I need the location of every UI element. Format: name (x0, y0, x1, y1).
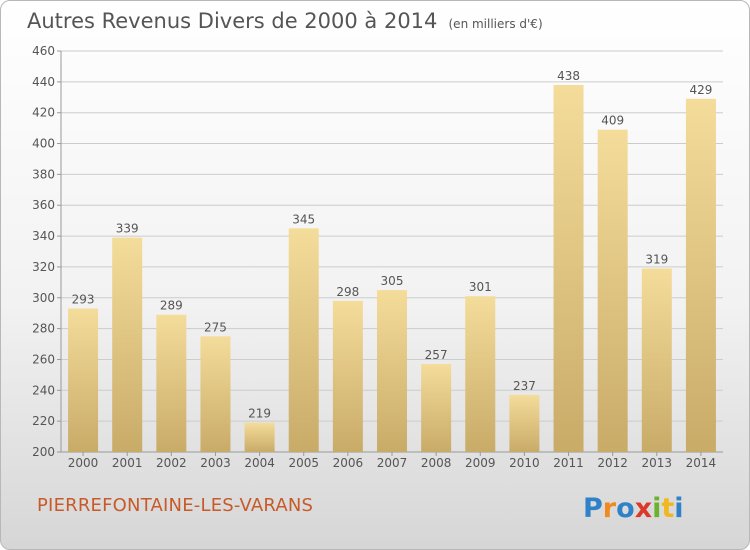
x-tick-label: 2003 (200, 456, 231, 470)
bar-value-label: 219 (248, 407, 271, 421)
bar-value-label: 237 (513, 379, 536, 393)
bar (685, 98, 716, 453)
bar-value-label: 305 (381, 274, 404, 288)
y-tick-label: 240 (32, 383, 55, 397)
x-tick-label: 2012 (597, 456, 628, 470)
bar (200, 336, 231, 452)
x-tick-label: 2006 (333, 456, 364, 470)
chart-title: Autres Revenus Divers de 2000 à 2014 (en… (27, 9, 543, 33)
x-tick-label: 2002 (156, 456, 187, 470)
bar (332, 300, 363, 452)
bar-value-label: 257 (425, 348, 448, 362)
x-tick-label: 2004 (244, 456, 275, 470)
bar-value-label: 298 (336, 285, 359, 299)
y-tick-label: 400 (32, 137, 55, 151)
x-tick-label: 2005 (288, 456, 319, 470)
bar-value-label: 438 (557, 69, 580, 83)
y-tick-label: 380 (32, 167, 55, 181)
y-tick-label: 280 (32, 322, 55, 336)
bar (244, 422, 275, 452)
chart-title-main: Autres Revenus Divers de 2000 à 2014 (27, 9, 438, 33)
x-tick-label: 2007 (377, 456, 408, 470)
bar (641, 268, 672, 452)
y-tick-label: 320 (32, 260, 55, 274)
x-tick-label: 2008 (421, 456, 452, 470)
x-tick-label: 2009 (465, 456, 496, 470)
x-tick-label: 2013 (642, 456, 673, 470)
bar-value-label: 345 (292, 212, 315, 226)
bar (553, 84, 584, 452)
x-tick-label: 2014 (686, 456, 717, 470)
bar-value-label: 429 (689, 83, 712, 97)
x-tick-label: 2000 (68, 456, 99, 470)
bar-value-label: 319 (645, 252, 668, 266)
bar-value-label: 289 (160, 299, 183, 313)
commune-name: PIERREFONTAINE-LES-VARANS (37, 495, 314, 516)
bar (288, 228, 319, 452)
x-tick-label: 2010 (509, 456, 540, 470)
y-tick-label: 200 (32, 445, 55, 459)
y-tick-label: 360 (32, 198, 55, 212)
y-tick-label: 440 (32, 75, 55, 89)
chart-title-unit: (en milliers d'€) (448, 17, 543, 31)
x-tick-label: 2011 (553, 456, 584, 470)
bar (377, 290, 407, 452)
y-tick-label: 340 (32, 229, 55, 243)
bar (68, 308, 99, 452)
bar-value-label: 409 (601, 114, 624, 128)
x-tick-label: 2001 (112, 456, 143, 470)
bar (597, 129, 628, 452)
bar-value-label: 301 (469, 280, 492, 294)
bar (509, 394, 540, 452)
y-tick-label: 260 (32, 352, 55, 366)
y-tick-label: 220 (32, 414, 55, 428)
bar-value-label: 275 (204, 320, 227, 334)
y-tick-label: 460 (32, 44, 55, 58)
y-tick-label: 420 (32, 106, 55, 120)
svg-text:Proxiti: Proxiti (583, 493, 684, 524)
bar-value-label: 339 (116, 222, 139, 236)
y-tick-label: 300 (32, 291, 55, 305)
proxiti-logo: Proxiti (583, 493, 684, 524)
bar-value-label: 293 (72, 293, 95, 307)
bar (112, 237, 143, 452)
bar (421, 364, 452, 452)
bar (156, 314, 187, 452)
bar (465, 296, 496, 452)
